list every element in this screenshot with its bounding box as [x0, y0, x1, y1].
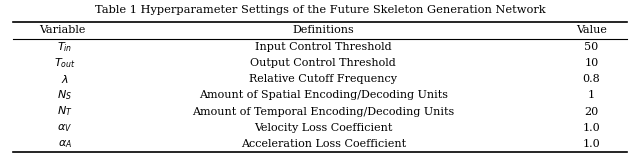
- Text: 1.0: 1.0: [582, 139, 600, 149]
- Text: $\alpha_V$: $\alpha_V$: [57, 122, 72, 134]
- Text: 20: 20: [584, 106, 598, 117]
- Text: Variable: Variable: [39, 25, 85, 35]
- Text: 50: 50: [584, 42, 598, 52]
- Text: 1.0: 1.0: [582, 123, 600, 133]
- Text: Output Control Threshold: Output Control Threshold: [250, 58, 396, 68]
- Text: Table 1 Hyperparameter Settings of the Future Skeleton Generation Network: Table 1 Hyperparameter Settings of the F…: [95, 5, 545, 15]
- Text: 1: 1: [588, 90, 595, 100]
- Text: $\alpha_A$: $\alpha_A$: [58, 138, 72, 150]
- Text: Relative Cutoff Frequency: Relative Cutoff Frequency: [249, 74, 397, 84]
- Text: Acceleration Loss Coefficient: Acceleration Loss Coefficient: [241, 139, 406, 149]
- Text: Amount of Spatial Encoding/Decoding Units: Amount of Spatial Encoding/Decoding Unit…: [198, 90, 448, 100]
- Text: $N_T$: $N_T$: [57, 105, 72, 118]
- Text: 0.8: 0.8: [582, 74, 600, 84]
- Text: Velocity Loss Coefficient: Velocity Loss Coefficient: [254, 123, 392, 133]
- Text: Value: Value: [576, 25, 607, 35]
- Text: Amount of Temporal Encoding/Decoding Units: Amount of Temporal Encoding/Decoding Uni…: [192, 106, 454, 117]
- Text: $\lambda$: $\lambda$: [61, 73, 68, 85]
- Text: $T_{out}$: $T_{out}$: [54, 56, 76, 70]
- Text: $T_{in}$: $T_{in}$: [57, 40, 72, 54]
- Text: $N_S$: $N_S$: [57, 88, 72, 102]
- Text: Input Control Threshold: Input Control Threshold: [255, 42, 392, 52]
- Text: 10: 10: [584, 58, 598, 68]
- Text: Definitions: Definitions: [292, 25, 354, 35]
